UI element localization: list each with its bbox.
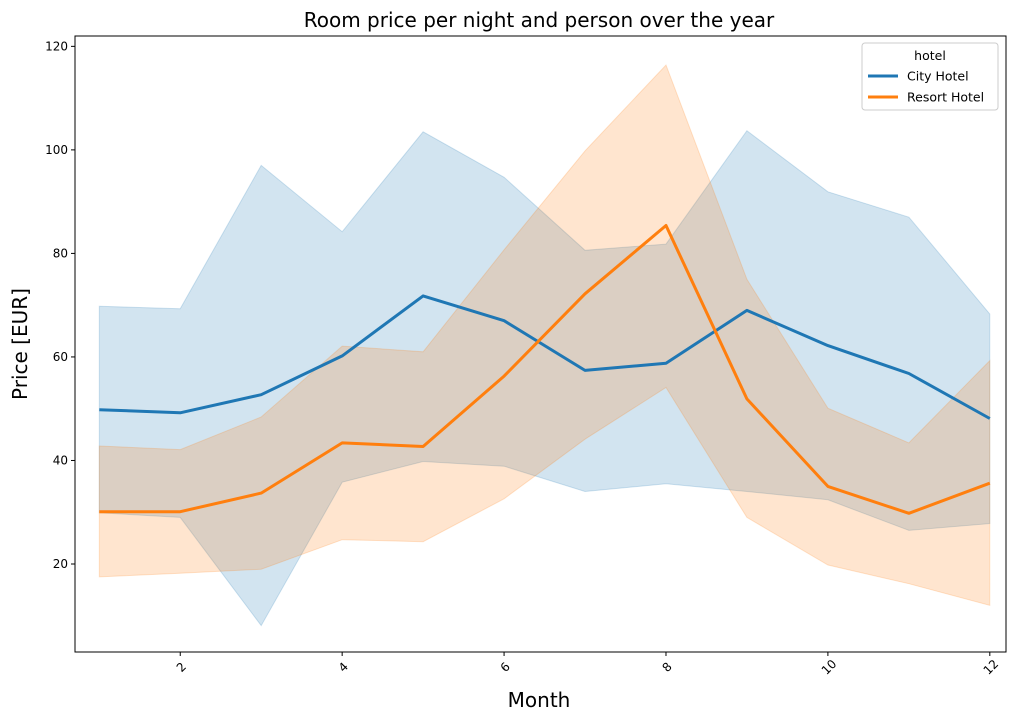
- y-tick-label: 20: [53, 557, 68, 571]
- legend-items: City Hotel Resort Hotel: [868, 69, 984, 105]
- legend-title: hotel: [914, 48, 946, 63]
- x-tick-label: 6: [498, 660, 513, 675]
- x-axis-ticks: 2 4 6 8 10 12: [174, 652, 1002, 678]
- x-tick-label: 12: [981, 657, 1002, 678]
- ci-band-series-0: [98, 129, 991, 627]
- series-line-0: [99, 294, 991, 420]
- series-line-1: [99, 224, 991, 515]
- chart-title: Room price per night and person over the…: [304, 8, 775, 32]
- legend: hotel City Hotel Resort Hotel: [861, 42, 999, 111]
- series-lines: [99, 224, 991, 515]
- legend-label-1: Resort Hotel: [907, 90, 984, 105]
- y-tick-label: 120: [45, 39, 68, 53]
- y-tick-label: 40: [53, 453, 68, 467]
- legend-label-0: City Hotel: [907, 69, 969, 84]
- x-tick-label: 2: [174, 660, 189, 675]
- plot-frame: [74, 35, 1007, 653]
- y-tick-label: 100: [45, 143, 68, 157]
- legend-box: [861, 42, 999, 111]
- y-axis-ticks: 20 40 60 80 100 120: [45, 39, 75, 571]
- y-tick-label: 60: [53, 350, 68, 364]
- x-tick-label: 10: [819, 657, 840, 678]
- x-tick-label: 8: [660, 660, 675, 675]
- x-axis-label: Month: [508, 688, 571, 712]
- y-tick-label: 80: [53, 246, 68, 260]
- x-tick-label: 4: [336, 660, 351, 675]
- y-axis-label: Price [EUR]: [8, 288, 32, 400]
